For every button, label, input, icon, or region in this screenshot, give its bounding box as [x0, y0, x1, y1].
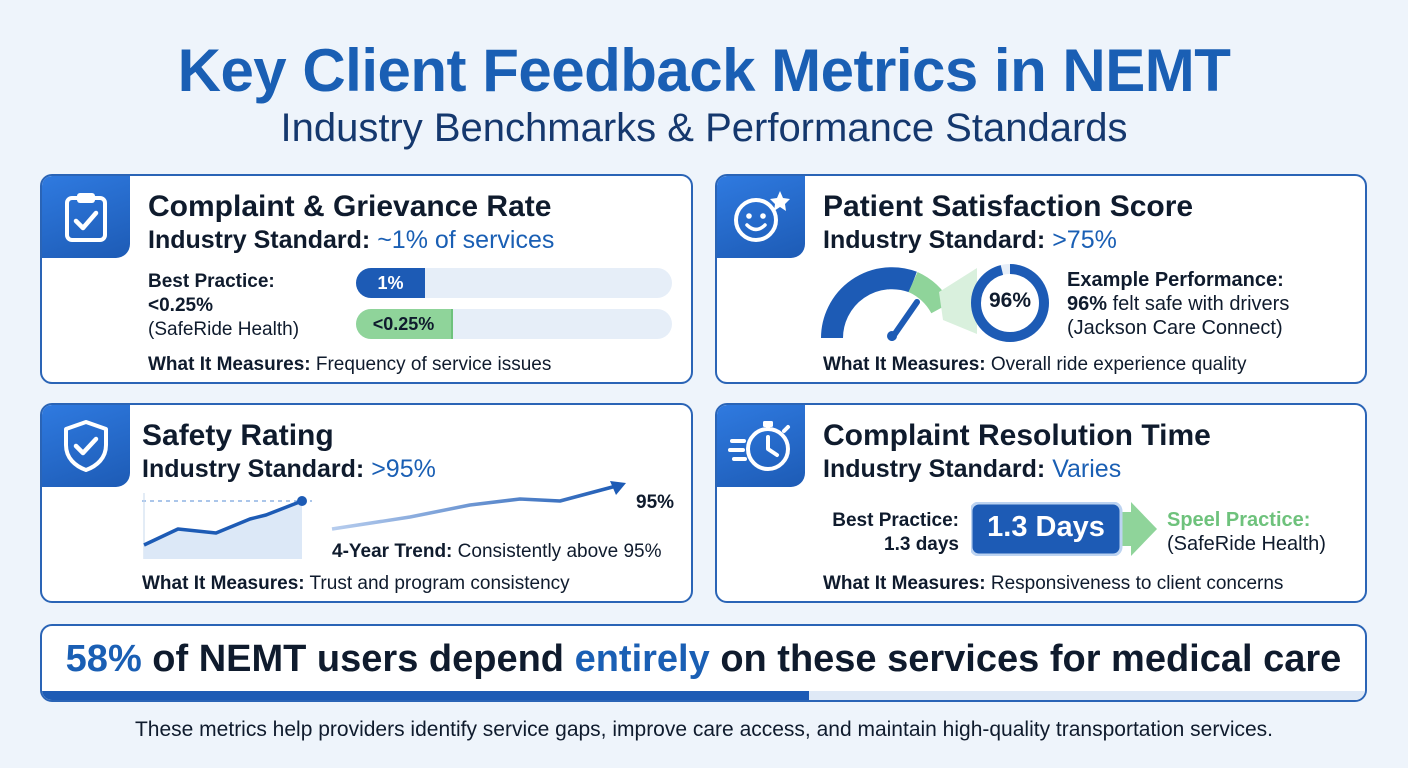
banner-progress-bar — [42, 691, 810, 700]
safety-trend-arrow — [331, 481, 626, 531]
complaint-best-bar-track: <0.25% — [356, 309, 672, 339]
satisfaction-measure: What It Measures: Overall ride experienc… — [823, 354, 1247, 375]
resolution-card: Complaint Resolution Time Industry Stand… — [715, 403, 1367, 603]
trend-area — [144, 501, 302, 559]
donut-value: 96% — [988, 289, 1032, 312]
safety-trend-chart — [142, 493, 312, 559]
gauge-blue-arc — [821, 267, 917, 339]
page-title: Key Client Feedback Metrics in NEMT — [177, 37, 1231, 104]
gauge-green-arc — [908, 271, 951, 314]
gauge-connector — [939, 268, 977, 334]
satisfaction-example: Example Performance: 96% felt safe with … — [1067, 269, 1290, 339]
satisfaction-standard: Industry Standard: >75% — [823, 226, 1117, 254]
resolution-title: Complaint Resolution Time — [823, 419, 1211, 452]
safety-standard: Industry Standard: >95% — [142, 455, 436, 483]
smiley-star-icon — [717, 176, 805, 258]
complaint-best-practice: Best Practice: <0.25% (SafeRide Health) — [148, 271, 300, 340]
trend-end-label: 95% — [636, 492, 675, 513]
satisfaction-gauge — [821, 267, 977, 341]
banner-percent: 58% — [65, 638, 142, 680]
resolution-best-practice: Best Practice: 1.3 days — [832, 510, 959, 555]
resolution-arrow: 1.3 Days — [971, 502, 1157, 556]
satisfaction-card: Patient Satisfaction Score Industry Stan… — [715, 174, 1367, 384]
resolution-speel: Speel Practice: (SafeRide Health) — [1167, 509, 1326, 555]
safety-card: Safety Rating Industry Standard: >95% 95… — [40, 403, 693, 603]
satisfaction-title: Patient Satisfaction Score — [823, 190, 1194, 223]
clipboard-check-icon — [42, 176, 130, 258]
safety-trend-text: 4-Year Trend: Consistently above 95% — [332, 541, 662, 562]
usage-banner: 58% of NEMT users depend entirely on the… — [40, 624, 1367, 702]
complaint-standard: Industry Standard: ~1% of services — [148, 226, 555, 254]
resolution-standard: Industry Standard: Varies — [823, 455, 1122, 483]
gauge-needle — [889, 299, 920, 341]
trend-end-point — [297, 496, 307, 506]
page-subtitle: Industry Benchmarks & Performance Standa… — [280, 106, 1128, 150]
complaint-measure: What It Measures: Frequency of service i… — [148, 354, 552, 375]
complaint-standard-bar: 1% — [356, 268, 425, 298]
complaint-standard-bar-track: 1% — [356, 268, 672, 298]
trend-line — [143, 499, 303, 547]
banner-highlight: entirely — [574, 638, 710, 680]
complaint-title: Complaint & Grievance Rate — [148, 190, 552, 223]
resolution-badge: 1.3 Days — [987, 511, 1105, 543]
safety-title: Safety Rating — [142, 419, 334, 452]
complaint-rate-card: Complaint & Grievance Rate Industry Stan… — [40, 174, 693, 384]
stopwatch-icon — [717, 405, 805, 487]
footer-note: These metrics help providers identify se… — [134, 718, 1274, 741]
gauge-pivot — [887, 331, 897, 341]
banner-text: 58% of NEMT users depend entirely on the… — [65, 638, 1342, 680]
complaint-best-bar: <0.25% — [356, 309, 453, 339]
satisfaction-donut — [971, 264, 1049, 342]
shield-check-icon — [42, 405, 130, 487]
safety-measure: What It Measures: Trust and program cons… — [142, 573, 570, 594]
resolution-measure: What It Measures: Responsiveness to clie… — [823, 573, 1284, 594]
